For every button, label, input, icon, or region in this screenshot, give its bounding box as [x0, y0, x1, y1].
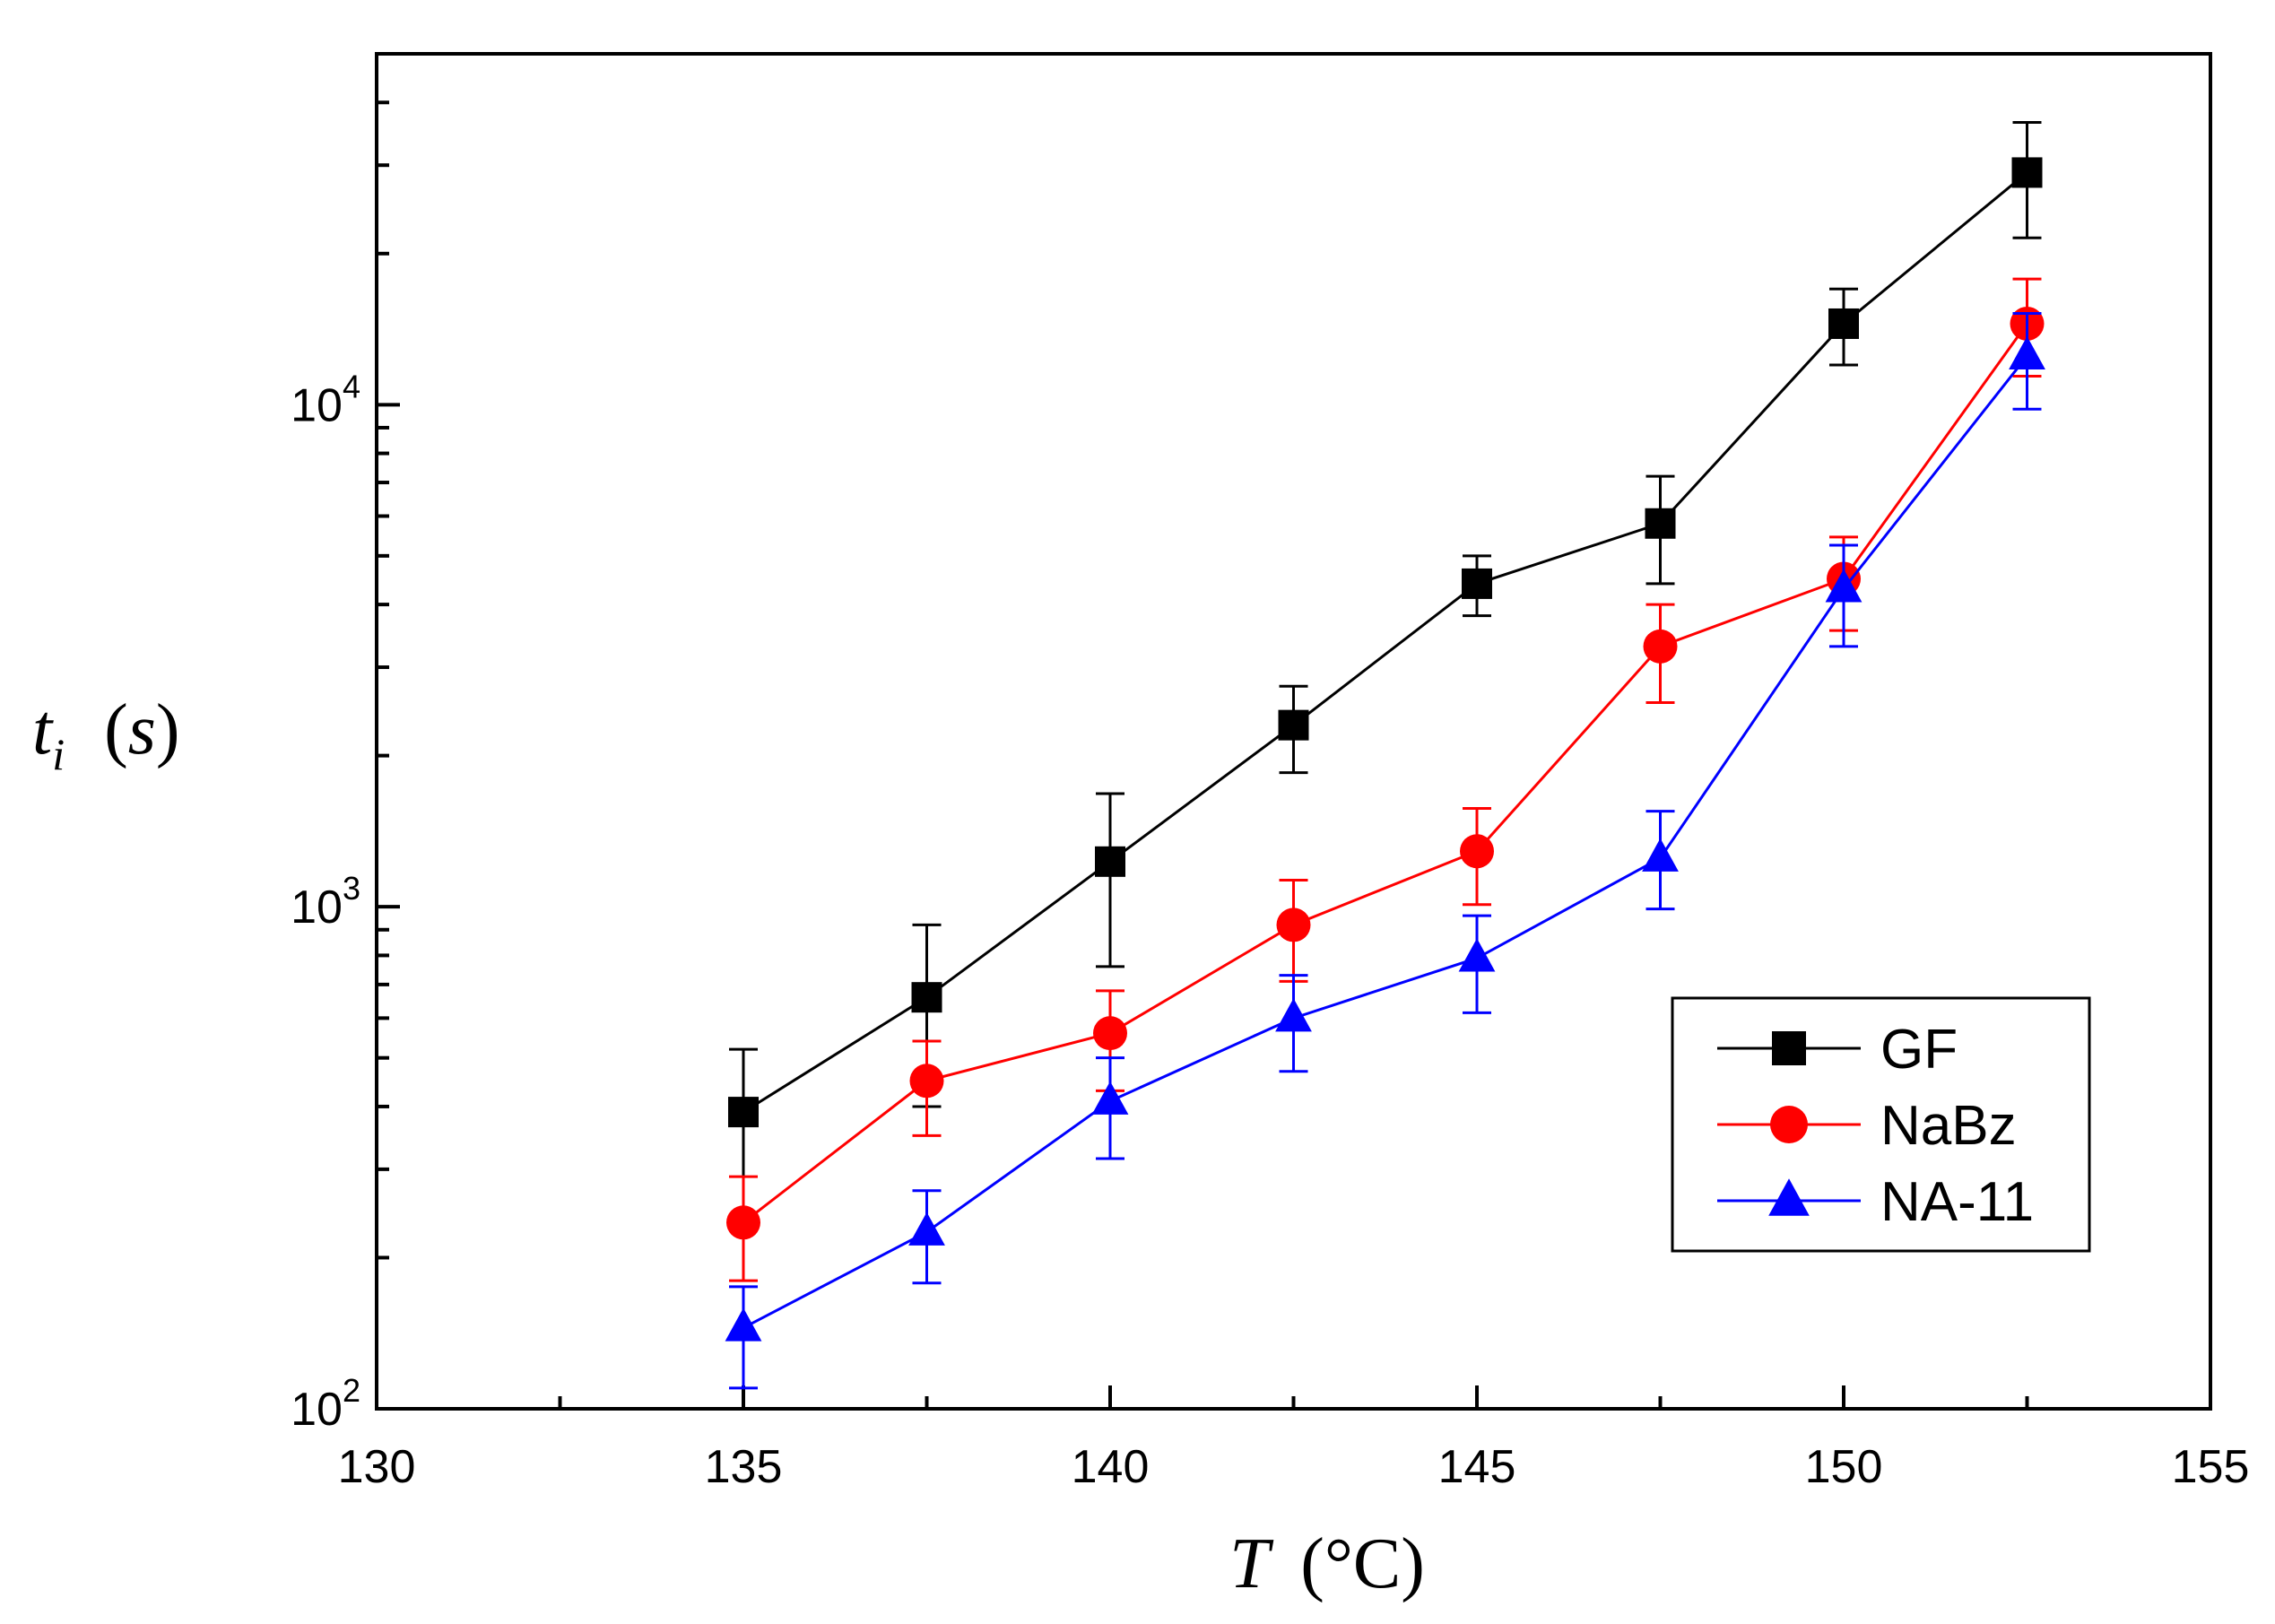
data-point: [726, 1205, 760, 1240]
series: [725, 121, 2045, 1390]
x-tick-label: 135: [705, 1441, 783, 1493]
data-point: [911, 982, 942, 1013]
legend-label: NaBz: [1880, 1095, 2017, 1157]
data-point: [728, 1097, 759, 1128]
x-tick-label: 150: [1805, 1441, 1883, 1493]
x-axis-var: T: [1229, 1524, 1274, 1603]
data-point: [1091, 1081, 1129, 1115]
y-axis-unit: s: [128, 690, 156, 769]
data-point: [1828, 308, 1859, 339]
y-tick-label: 102: [291, 1372, 360, 1436]
data-point: [1643, 629, 1678, 664]
x-tick-label: 130: [338, 1441, 416, 1493]
legend-label: NA-11: [1880, 1171, 2034, 1233]
y-axis-sub: i: [52, 729, 65, 779]
data-point: [725, 1307, 762, 1342]
y-tick-label: 103: [291, 870, 360, 934]
x-tick-label: 140: [1072, 1441, 1150, 1493]
legend-marker: [1768, 1178, 1810, 1216]
data-point: [1460, 834, 1494, 869]
series-line: [742, 171, 2028, 1114]
data-point: [2009, 335, 2045, 370]
x-tick-label: 155: [2172, 1441, 2250, 1493]
series-line: [742, 355, 2028, 1329]
data-point: [2011, 157, 2043, 188]
data-point: [1093, 1016, 1127, 1051]
y-axis-var: t: [32, 690, 54, 769]
data-point: [1458, 938, 1496, 972]
legend-marker: [1770, 1106, 1808, 1143]
series-line: [742, 323, 2028, 1224]
data-point: [1825, 569, 1863, 603]
y-tick-label: 104: [291, 368, 360, 431]
legend-label: GF: [1880, 1019, 1958, 1081]
y-axis-title: ti (s): [32, 690, 180, 786]
data-point: [1276, 908, 1311, 942]
series-na-11: [725, 312, 2045, 1390]
data-point: [1278, 709, 1309, 741]
ticks: 130 135 140 145 150 155 102 103 104: [291, 100, 2250, 1493]
data-point: [1642, 838, 1679, 872]
data-point: [1095, 846, 1125, 877]
data-point: [1275, 998, 1312, 1032]
data-point: [1462, 568, 1492, 599]
x-axis-unit: °C: [1324, 1524, 1401, 1603]
data-point: [908, 1211, 945, 1246]
data-point: [1645, 508, 1676, 539]
series-gf: [728, 121, 2043, 1220]
x-axis-title: T (°C): [1229, 1524, 1425, 1603]
x-tick-label: 145: [1438, 1441, 1516, 1493]
legend-marker: [1772, 1031, 1806, 1065]
legend: GF NaBz NA-11: [1671, 996, 2091, 1253]
data-point: [909, 1064, 944, 1099]
